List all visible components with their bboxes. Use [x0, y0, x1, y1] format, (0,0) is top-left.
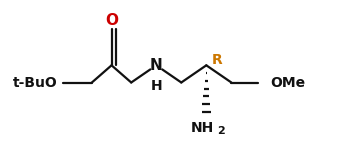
Text: t-BuO: t-BuO [13, 76, 58, 89]
Text: NH: NH [191, 121, 214, 135]
Text: N: N [150, 58, 163, 73]
Text: R: R [212, 53, 223, 67]
Text: H: H [150, 79, 162, 93]
Text: OMe: OMe [271, 76, 306, 89]
Text: O: O [105, 13, 118, 28]
Text: 2: 2 [218, 126, 225, 136]
